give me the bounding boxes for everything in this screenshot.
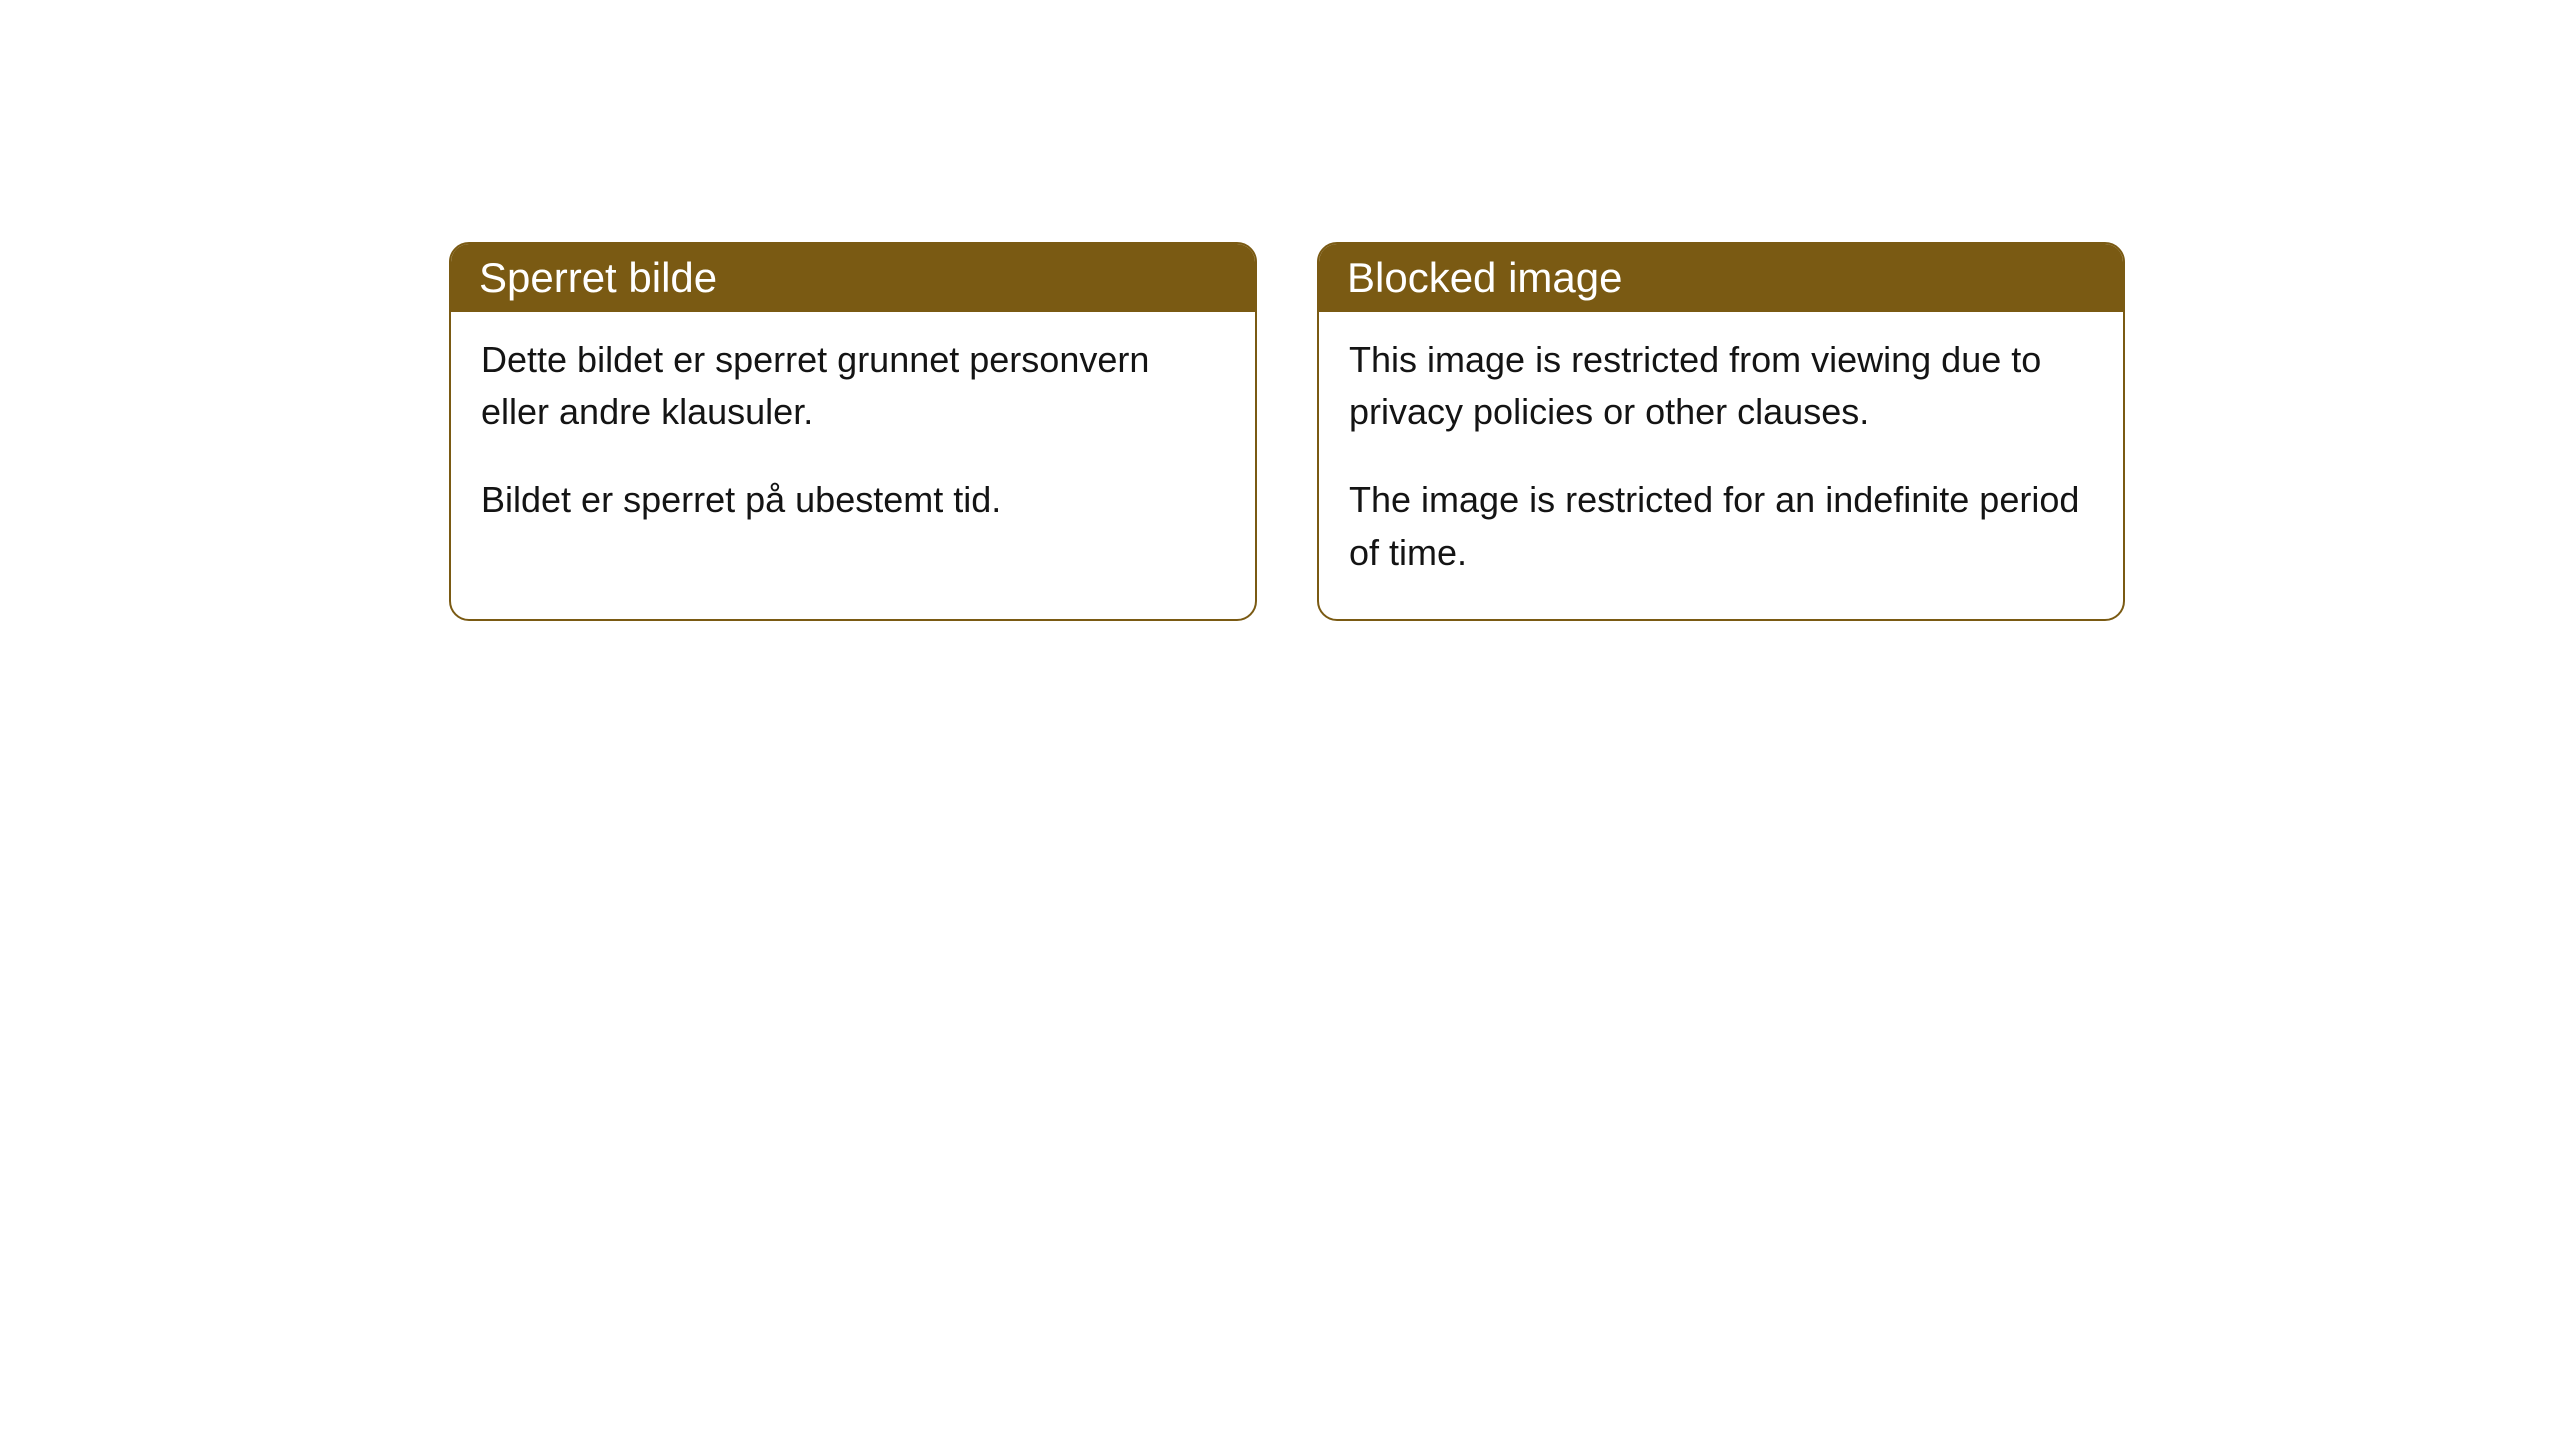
blocked-image-card-norwegian: Sperret bilde Dette bildet er sperret gr… [449,242,1257,621]
card-body-english: This image is restricted from viewing du… [1319,312,2123,619]
card-header-english: Blocked image [1319,244,2123,312]
notice-container: Sperret bilde Dette bildet er sperret gr… [0,0,2560,621]
notice-text-norwegian-1: Dette bildet er sperret grunnet personve… [481,334,1225,438]
card-body-norwegian: Dette bildet er sperret grunnet personve… [451,312,1255,567]
notice-text-norwegian-2: Bildet er sperret på ubestemt tid. [481,474,1225,526]
notice-text-english-1: This image is restricted from viewing du… [1349,334,2093,438]
blocked-image-card-english: Blocked image This image is restricted f… [1317,242,2125,621]
notice-text-english-2: The image is restricted for an indefinit… [1349,474,2093,578]
card-header-norwegian: Sperret bilde [451,244,1255,312]
